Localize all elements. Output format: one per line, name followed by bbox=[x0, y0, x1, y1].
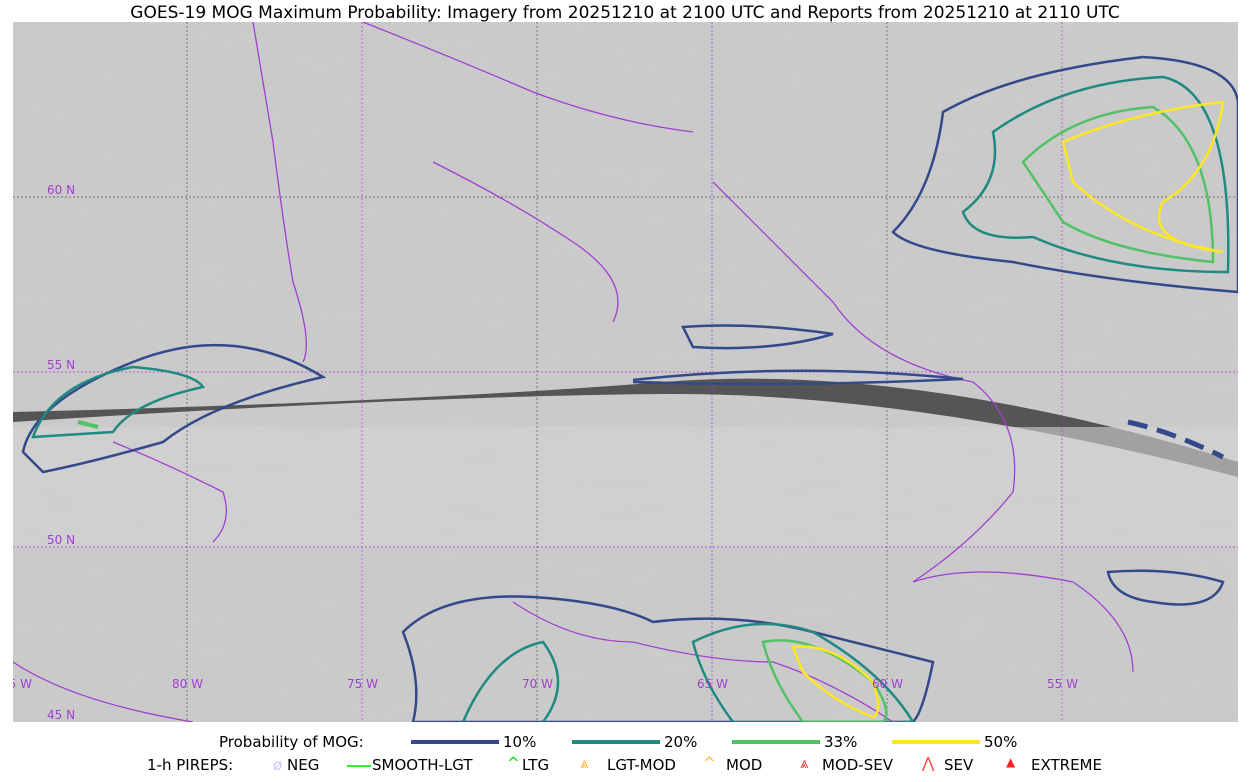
lat-label-50n: 50 N bbox=[47, 533, 75, 547]
pirep-mod-sev: MOD-SEV bbox=[822, 756, 893, 774]
pirep-smooth-lgt: SMOOTH-LGT bbox=[372, 756, 473, 774]
legend-label-10: 10% bbox=[503, 733, 537, 751]
satellite-map: 60 N 55 N 50 N 45 N 85 W 80 W 75 W 70 W … bbox=[13, 22, 1238, 722]
lon-label-55w: 55 W bbox=[1047, 677, 1078, 691]
probability-legend-label: Probability of MOG: bbox=[219, 733, 364, 751]
lon-label-85w: 85 W bbox=[13, 677, 32, 691]
lon-label-65w: 65 W bbox=[697, 677, 728, 691]
legend-label-20: 20% bbox=[664, 733, 698, 751]
lat-label-45n: 45 N bbox=[47, 708, 75, 722]
ltg-icon: ^ bbox=[507, 754, 520, 772]
mod-sev-icon: ⩓ bbox=[800, 754, 809, 772]
extreme-icon: ▲ bbox=[1006, 755, 1016, 769]
lat-label-55n: 55 N bbox=[47, 358, 75, 372]
pirep-ltg: LTG bbox=[522, 756, 550, 774]
legend-swatch-20 bbox=[572, 740, 660, 744]
pirep-extreme: EXTREME bbox=[1031, 756, 1102, 774]
pirep-sev: SEV bbox=[944, 756, 974, 774]
legend-swatch-50 bbox=[892, 740, 980, 744]
pirep-lgt-mod: LGT-MOD bbox=[607, 756, 676, 774]
legend-swatch-10 bbox=[411, 740, 499, 744]
pirep-mod: MOD bbox=[726, 756, 763, 774]
lon-label-60w: 60 W bbox=[872, 677, 903, 691]
map-title: GOES-19 MOG Maximum Probability: Imagery… bbox=[130, 3, 1120, 23]
lon-label-70w: 70 W bbox=[522, 677, 553, 691]
neg-icon: ø bbox=[273, 756, 283, 774]
legend-label-50: 50% bbox=[984, 733, 1018, 751]
lgt-mod-icon: ⩓ bbox=[580, 754, 589, 772]
smooth-lgt-icon bbox=[347, 765, 371, 767]
pirep-neg: NEG bbox=[287, 756, 320, 774]
lon-label-80w: 80 W bbox=[172, 677, 203, 691]
sev-icon: ⋀ bbox=[922, 754, 935, 772]
legend-swatch-33 bbox=[732, 740, 820, 744]
lat-label-60n: 60 N bbox=[47, 183, 75, 197]
smooth-band bbox=[13, 427, 1238, 547]
pireps-legend-label: 1-h PIREPS: bbox=[147, 756, 234, 774]
jet-band bbox=[13, 378, 1238, 477]
mod-icon: ^ bbox=[703, 754, 716, 772]
legend-label-33: 33% bbox=[824, 733, 858, 751]
lon-label-75w: 75 W bbox=[347, 677, 378, 691]
coastlines bbox=[13, 22, 1134, 722]
probability-contours bbox=[21, 55, 1238, 722]
